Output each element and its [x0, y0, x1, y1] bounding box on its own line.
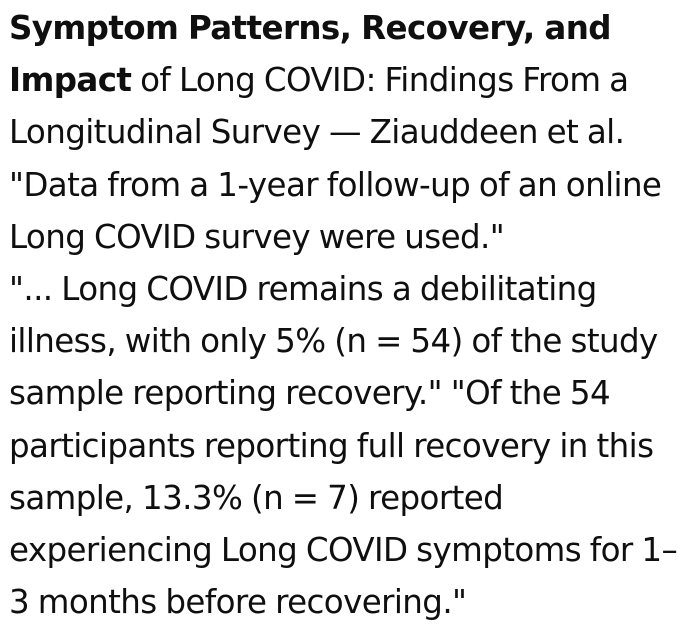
title-separator: — — [320, 113, 370, 152]
paper-authors: Ziauddeen et al. — [369, 113, 625, 152]
paper-title-rest: of Long COVID: Findings From a Longitudi… — [9, 61, 629, 152]
quote-2: "... Long COVID remains a debilitating i… — [9, 270, 658, 413]
quote-1: "Data from a 1-year follow-up of an onli… — [9, 165, 662, 256]
quote-3: "Of the 54 participants reporting full r… — [9, 374, 678, 622]
paper-title-bold: Symptom Patterns, Recovery, and Impact — [9, 9, 612, 100]
